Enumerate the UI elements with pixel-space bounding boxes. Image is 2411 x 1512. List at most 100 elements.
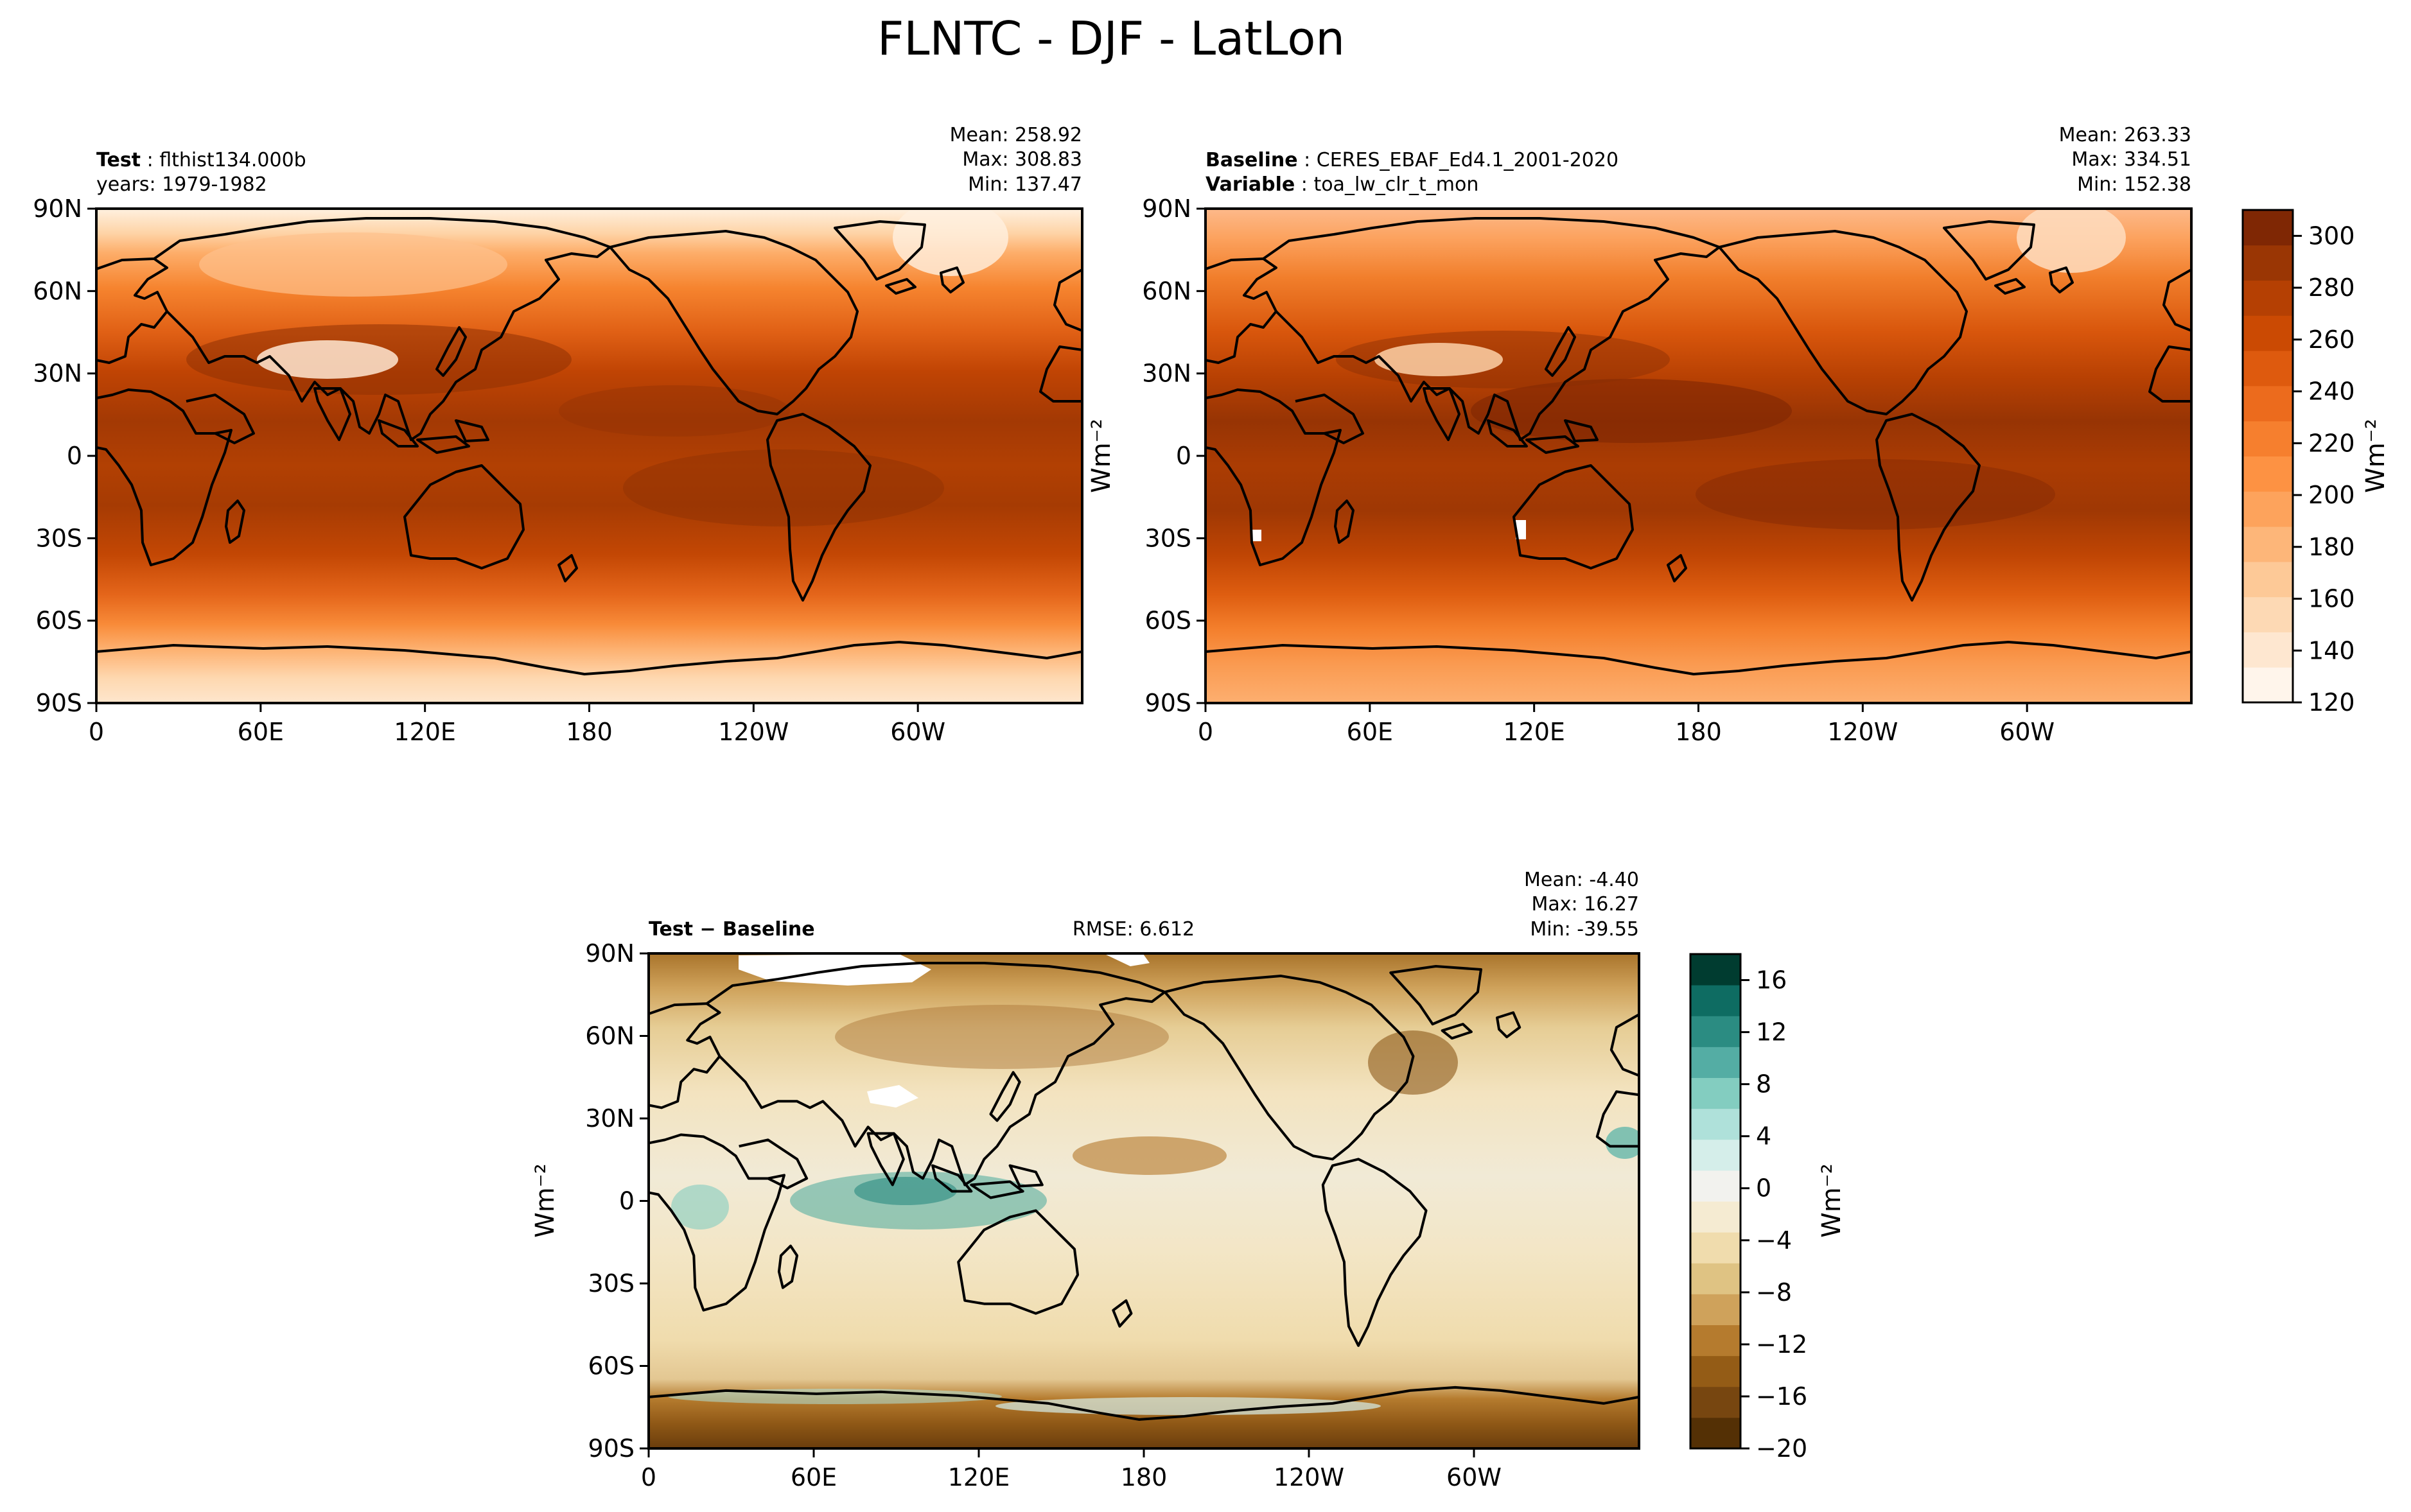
colorbar-field-swatch <box>2243 210 2293 246</box>
colorbar-field-tick-label: 120 <box>2308 688 2355 717</box>
colorbar-field-swatch <box>2243 315 2293 351</box>
colorbar-diff-swatch <box>1690 1263 1740 1294</box>
colorbar-diff-swatch <box>1690 1355 1740 1387</box>
diff-xtick-label: 60E <box>791 1463 837 1491</box>
test-mean: Mean: 258.92 <box>950 124 1082 146</box>
colorbar-field-tick-label: 300 <box>2308 222 2355 250</box>
baseline-xtick-label: 180 <box>1675 718 1722 746</box>
colorbar-field-swatch <box>2243 245 2293 281</box>
test-xtick-label: 180 <box>566 718 613 746</box>
diff-ytick-label: 60S <box>588 1352 635 1380</box>
colorbar-diff-swatch <box>1690 954 1740 986</box>
test-xtick-label: 60E <box>238 718 284 746</box>
colorbar-field-swatch <box>2243 526 2293 562</box>
test-ytick-label: 90N <box>33 195 82 223</box>
test-field <box>96 209 1082 703</box>
colorbar-diff-tick-label: 16 <box>1756 966 1787 995</box>
colorbar-diff-tick-label: 12 <box>1756 1018 1787 1047</box>
baseline-ytick-label: 60N <box>1142 277 1191 305</box>
colorbar-field-swatch <box>2243 596 2293 632</box>
baseline-mean: Mean: 263.33 <box>2059 124 2191 146</box>
diff-label: Test − Baseline <box>649 918 815 941</box>
svg-text:Baseline : CERES_EBAF_Ed4.1_20: Baseline : CERES_EBAF_Ed4.1_2001-2020 <box>1206 149 1618 171</box>
colorbar-diff-swatch <box>1690 1108 1740 1140</box>
colorbar-field-label: Wm⁻² <box>2361 419 2390 493</box>
test-ytick-label: 30N <box>33 360 82 388</box>
colorbar-diff-swatch <box>1690 1170 1740 1202</box>
test-label-value: flthist134.000b <box>159 149 306 171</box>
diff-min: Min: -39.55 <box>1530 918 1639 941</box>
colorbar-diff-label: Wm⁻² <box>1817 1163 1846 1238</box>
colorbar-diff-tick-label: 4 <box>1756 1122 1771 1151</box>
baseline-ytick-label: 30S <box>1145 524 1191 552</box>
diff-ytick-label: 0 <box>619 1187 635 1215</box>
colorbar-diff-swatch <box>1690 1139 1740 1171</box>
test-years: years: 1979-1982 <box>96 173 267 196</box>
colorbar-field-tick-label: 220 <box>2308 429 2355 457</box>
test-ytick-label: 90S <box>36 689 82 717</box>
figure-title: FLNTC - DJF - LatLon <box>877 12 1345 65</box>
diff-ytick-label: 90S <box>588 1434 635 1463</box>
test-ytick-label: 60S <box>36 607 82 635</box>
colorbar-field-swatch <box>2243 491 2293 527</box>
colorbar-diff-swatch <box>1690 1047 1740 1078</box>
diff-max: Max: 16.27 <box>1531 893 1639 916</box>
colorbar-field-tick-label: 160 <box>2308 585 2355 613</box>
colorbar-diff-tick-label: −4 <box>1756 1226 1792 1255</box>
svg-text:Variable : toa_lw_clr_t_mon: Variable : toa_lw_clr_t_mon <box>1206 173 1478 196</box>
baseline-ytick-label: 90N <box>1142 195 1191 223</box>
colorbar-diff-tick-label: 8 <box>1756 1070 1771 1099</box>
colorbar-field-swatch <box>2243 421 2293 456</box>
colorbar-diff-swatch <box>1690 1386 1740 1418</box>
colorbar-diff: 16 12 8 4 0 −4 −8 −12 −16 −20 Wm⁻² <box>1689 953 1846 1463</box>
colorbar-field-swatch <box>2243 456 2293 492</box>
colorbar-diff-swatch <box>1690 1232 1740 1264</box>
diff-ylabel: Wm⁻² <box>530 1163 560 1238</box>
baseline-field <box>1206 209 2191 703</box>
test-xtick-label: 120E <box>394 718 456 746</box>
diff-xtick-label: 120E <box>948 1463 1010 1491</box>
colorbar-field-tick-label: 140 <box>2308 636 2355 665</box>
colorbar-field-swatch <box>2243 280 2293 316</box>
baseline-xtick-label: 0 <box>1198 718 1213 746</box>
colorbar-diff-swatch <box>1690 1417 1740 1449</box>
baseline-ytick-label: 30N <box>1142 360 1191 388</box>
colorbar-field-swatch <box>2243 561 2293 598</box>
colorbar-field-tick-label: 200 <box>2308 481 2355 509</box>
colorbar-diff-tick-label: −20 <box>1756 1434 1807 1463</box>
colorbar-diff-tick-label: −12 <box>1756 1330 1807 1359</box>
baseline-max: Max: 334.51 <box>2071 148 2191 171</box>
colorbar-field-swatch <box>2243 385 2293 422</box>
colorbar-diff-swatch <box>1690 1201 1740 1233</box>
baseline-missing-australia <box>1516 520 1526 539</box>
colorbar-field-swatch <box>2243 632 2293 668</box>
panel-test: Test : flthist134.000b years: 1979-1982 … <box>33 124 1083 746</box>
baseline-ylabel: Wm⁻² <box>1087 419 1116 493</box>
baseline-min: Min: 152.38 <box>2077 173 2191 196</box>
colorbar-field-tick-label: 180 <box>2308 533 2355 561</box>
baseline-variable-name: Variable <box>1206 173 1295 196</box>
diff-ytick-label: 90N <box>585 939 635 968</box>
baseline-ytick-label: 0 <box>1176 442 1191 470</box>
baseline-variable-value: toa_lw_clr_t_mon <box>1313 173 1478 196</box>
diff-ytick-label: 30N <box>585 1104 635 1133</box>
diff-xtick-label: 60W <box>1446 1463 1502 1491</box>
baseline-ytick-label: 60S <box>1145 607 1191 635</box>
baseline-xtick-label: 60W <box>1999 718 2055 746</box>
colorbar-field-tick-label: 260 <box>2308 326 2355 354</box>
diff-ytick-label: 30S <box>588 1269 635 1298</box>
panel-difference: Test − Baseline RMSE: 6.612 Mean: -4.40 … <box>530 869 1640 1491</box>
baseline-ytick-label: 90S <box>1145 689 1191 717</box>
diff-mean: Mean: -4.40 <box>1524 869 1639 891</box>
baseline-xtick-label: 120E <box>1503 718 1565 746</box>
diff-xtick-label: 120W <box>1274 1463 1344 1491</box>
test-xtick-label: 60W <box>890 718 945 746</box>
test-min: Min: 137.47 <box>968 173 1082 196</box>
colorbar-field: 300 280 260 240 220 200 180 160 140 120 Wm⁻² <box>2241 209 2390 717</box>
colorbar-diff-swatch <box>1690 1325 1740 1357</box>
tibet-cold-spot <box>257 340 398 379</box>
test-label-name: Test <box>96 149 141 171</box>
test-max: Max: 308.83 <box>962 148 1082 171</box>
baseline-label-value: CERES_EBAF_Ed4.1_2001-2020 <box>1317 149 1618 171</box>
